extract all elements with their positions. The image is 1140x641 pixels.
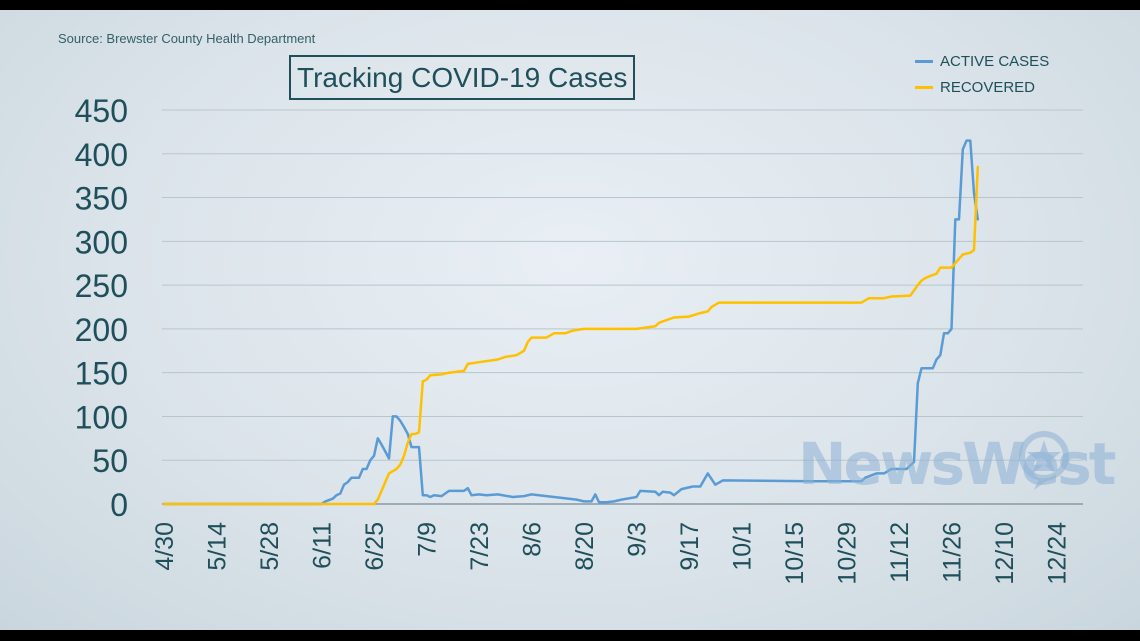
y-tick-label-100: 100 — [75, 399, 128, 435]
y-tick-label-50: 50 — [92, 443, 128, 479]
y-tick-label-300: 300 — [75, 224, 128, 260]
legend-swatch-recovered — [915, 85, 933, 89]
y-tick-label-250: 250 — [75, 268, 128, 304]
x-tick-label-11-12: 11/12 — [886, 522, 914, 583]
chart-frame: 0 50 100 150 200 250 300 350 400 450 4/30 5/14 5/28 6… — [0, 10, 1140, 630]
x-tick-label-6-11: 6/11 — [309, 522, 337, 569]
y-tick-label-350: 350 — [75, 181, 128, 217]
x-tick-label-8-20: 8/20 — [571, 522, 599, 571]
line-chart: 0 50 100 150 200 250 300 350 400 450 4/30 5/14 5/28 6… — [75, 93, 1083, 585]
y-tick-label-0: 0 — [110, 487, 128, 523]
x-tick-label-9-17: 9/17 — [676, 522, 704, 571]
y-tick-label-400: 400 — [75, 137, 128, 173]
y-tick-label-150: 150 — [75, 356, 128, 392]
series-line-active-cases — [162, 139, 980, 506]
x-tick-label-8-6: 8/6 — [519, 522, 547, 557]
x-tick-label-5-28: 5/28 — [256, 522, 284, 571]
source-note: Source: Brewster County Health Departmen… — [58, 31, 316, 46]
x-tick-label-11-26: 11/26 — [939, 522, 967, 583]
star-logo-icon — [1019, 431, 1069, 490]
series-line-recovered — [162, 165, 980, 506]
legend-label-active-cases: ACTIVE CASES — [940, 52, 1050, 70]
x-tick-label-10-1: 10/1 — [729, 522, 757, 571]
x-tick-label-6-25: 6/25 — [361, 522, 389, 571]
x-tick-label-12-24: 12/24 — [1044, 522, 1072, 585]
legend: ACTIVE CASES RECOVERED — [915, 48, 1049, 100]
chart-title: Tracking COVID-19 Cases — [289, 55, 636, 100]
legend-swatch-active-cases — [915, 59, 933, 63]
y-tick-label-450: 450 — [75, 93, 128, 129]
x-tick-label-7-23: 7/23 — [466, 522, 494, 571]
x-tick-label-12-10: 12/10 — [991, 522, 1019, 585]
x-tick-label-7-9: 7/9 — [414, 522, 442, 557]
x-tick-label-4-30: 4/30 — [151, 522, 179, 571]
x-tick-label-10-15: 10/15 — [781, 522, 809, 585]
x-tick-label-9-3: 9/3 — [624, 522, 652, 557]
legend-item-active-cases: ACTIVE CASES — [915, 48, 1049, 74]
x-tick-label-5-14: 5/14 — [204, 522, 232, 571]
legend-item-recovered: RECOVERED — [915, 74, 1049, 100]
legend-label-recovered: RECOVERED — [940, 78, 1036, 96]
y-tick-label-200: 200 — [75, 312, 128, 348]
x-tick-label-10-29: 10/29 — [834, 522, 862, 585]
